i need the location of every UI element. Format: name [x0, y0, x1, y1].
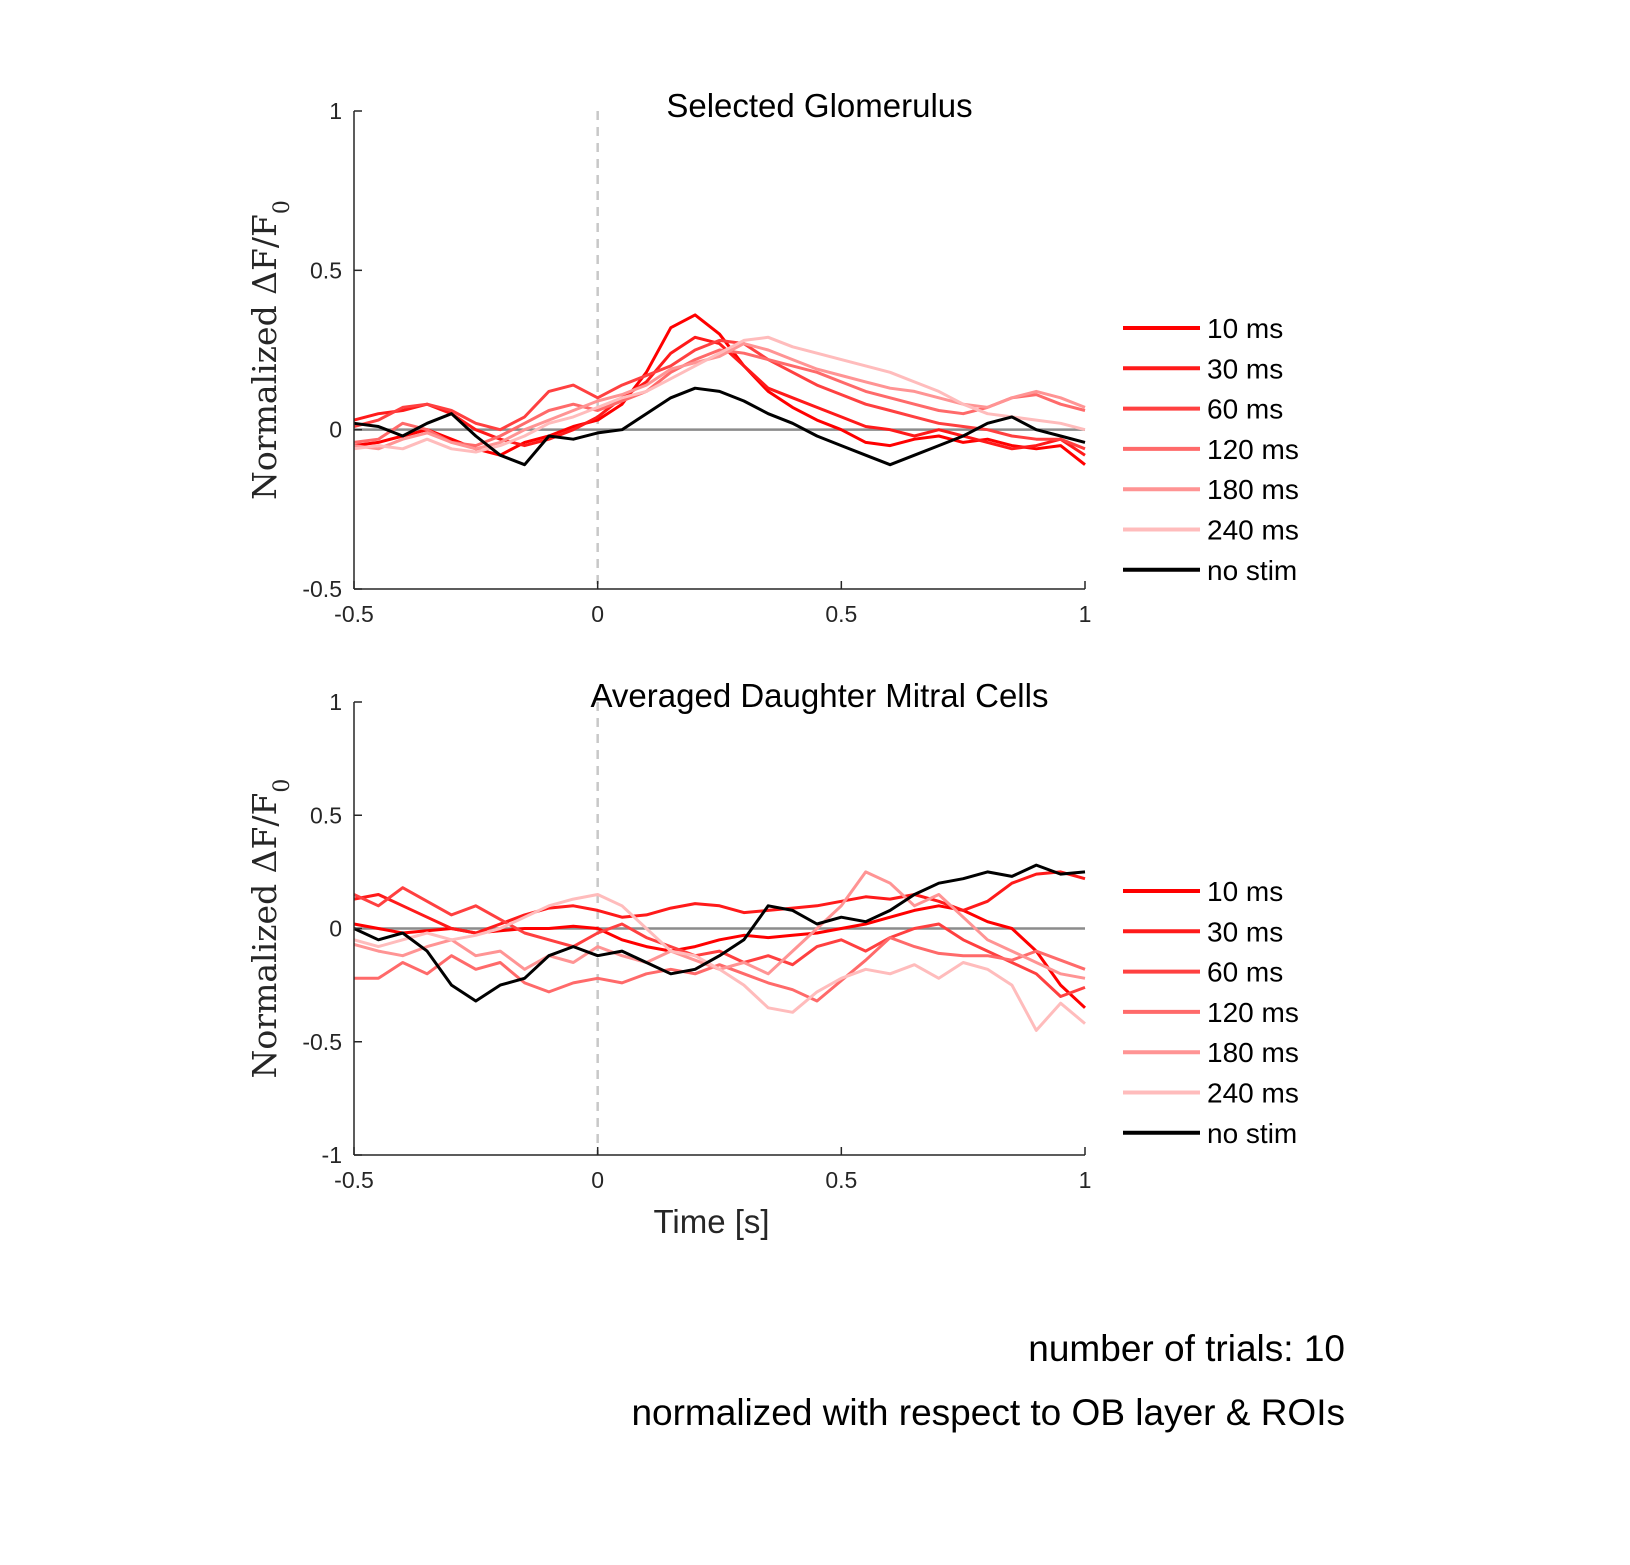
y-axis-label-subscript: 0 [270, 779, 295, 793]
legend-label: 240 ms [1207, 515, 1299, 546]
y-tick-label: 0 [329, 417, 342, 443]
legend-label: 120 ms [1207, 997, 1299, 1028]
y-tick-label: -0.5 [302, 576, 342, 602]
series-line-60-ms [353, 338, 1086, 451]
y-tick-label: 0.5 [310, 802, 342, 828]
series-line-120-ms [353, 348, 1086, 448]
y-tick-label: -1 [322, 1142, 342, 1168]
series-line-60-ms [353, 886, 1086, 998]
normalization-note: normalized with respect to OB layer & RO… [631, 1392, 1345, 1433]
series-line-no-stim [353, 386, 1086, 467]
y-axis-label-main: Normalized ΔF/F [245, 793, 284, 1079]
series-line-no-stim [353, 863, 1086, 1003]
series-line-30-ms [353, 870, 1086, 935]
y-axis-label-main: Normalized ΔF/F [245, 214, 284, 500]
y-tick-label: 1 [329, 689, 342, 715]
legend-label: 240 ms [1207, 1078, 1299, 1109]
legend-label: 60 ms [1207, 957, 1283, 988]
series-line-180-ms [353, 342, 1086, 451]
panel-averaged-daughter-mitral-cells: -0.5 0 0.5 1-1-0.500.51 Averaged Daughter Mi… [245, 677, 1299, 1240]
legend: 10 ms 30 ms 60 ms 120 ms 180 ms 240 ms no stim [1123, 876, 1299, 1149]
legend-label: 10 ms [1207, 876, 1283, 907]
legend-label: 180 ms [1207, 1037, 1299, 1068]
legend-label: 30 ms [1207, 916, 1283, 947]
x-tick-label: 1 [1079, 601, 1092, 627]
legend-label: 120 ms [1207, 434, 1299, 465]
y-axis-label: Normalized ΔF/F0 [245, 200, 295, 500]
x-tick-label: -0.5 [334, 1167, 374, 1193]
chart-title: Selected Glomerulus [666, 87, 972, 124]
legend-label: no stim [1207, 555, 1297, 586]
panel-selected-glomerulus: -0.5 0 0.5 1 -0.5 0 0.5 1 Selected Glomerulus Nor… [245, 87, 1299, 627]
x-tick-label: 1 [1079, 1167, 1092, 1193]
chart-title: Averaged Daughter Mitral Cells [591, 677, 1049, 714]
series-line-10-ms [353, 313, 1086, 466]
y-tick-label: 0.5 [310, 257, 342, 283]
series-line-240-ms [353, 893, 1086, 1032]
y-tick-label: 0 [329, 916, 342, 942]
series-line-240-ms [353, 335, 1086, 454]
series-line-120-ms [354, 936, 1086, 1003]
legend-label: 180 ms [1207, 474, 1299, 505]
legend: 10 ms 30 ms 60 ms 120 ms 180 ms 240 ms no stim [1123, 313, 1299, 586]
legend-label: 60 ms [1207, 394, 1283, 425]
x-tick-label: 0.5 [825, 1167, 857, 1193]
x-tick-label: -0.5 [334, 601, 374, 627]
legend-label: 30 ms [1207, 353, 1283, 384]
y-tick-label: 1 [329, 98, 342, 124]
legend-label: no stim [1207, 1118, 1297, 1149]
y-tick-label: -0.5 [302, 1029, 342, 1055]
y-axis-label: Normalized ΔF/F0 [245, 779, 295, 1079]
y-axis-label-subscript: 0 [270, 200, 295, 214]
x-tick-label: 0.5 [825, 601, 857, 627]
x-tick-label: 0 [591, 601, 604, 627]
trials-note: number of trials: 10 [1028, 1328, 1345, 1369]
x-tick-label: 0 [591, 1167, 604, 1193]
legend-label: 10 ms [1207, 313, 1283, 344]
x-axis-label: Time [s] [653, 1203, 769, 1240]
